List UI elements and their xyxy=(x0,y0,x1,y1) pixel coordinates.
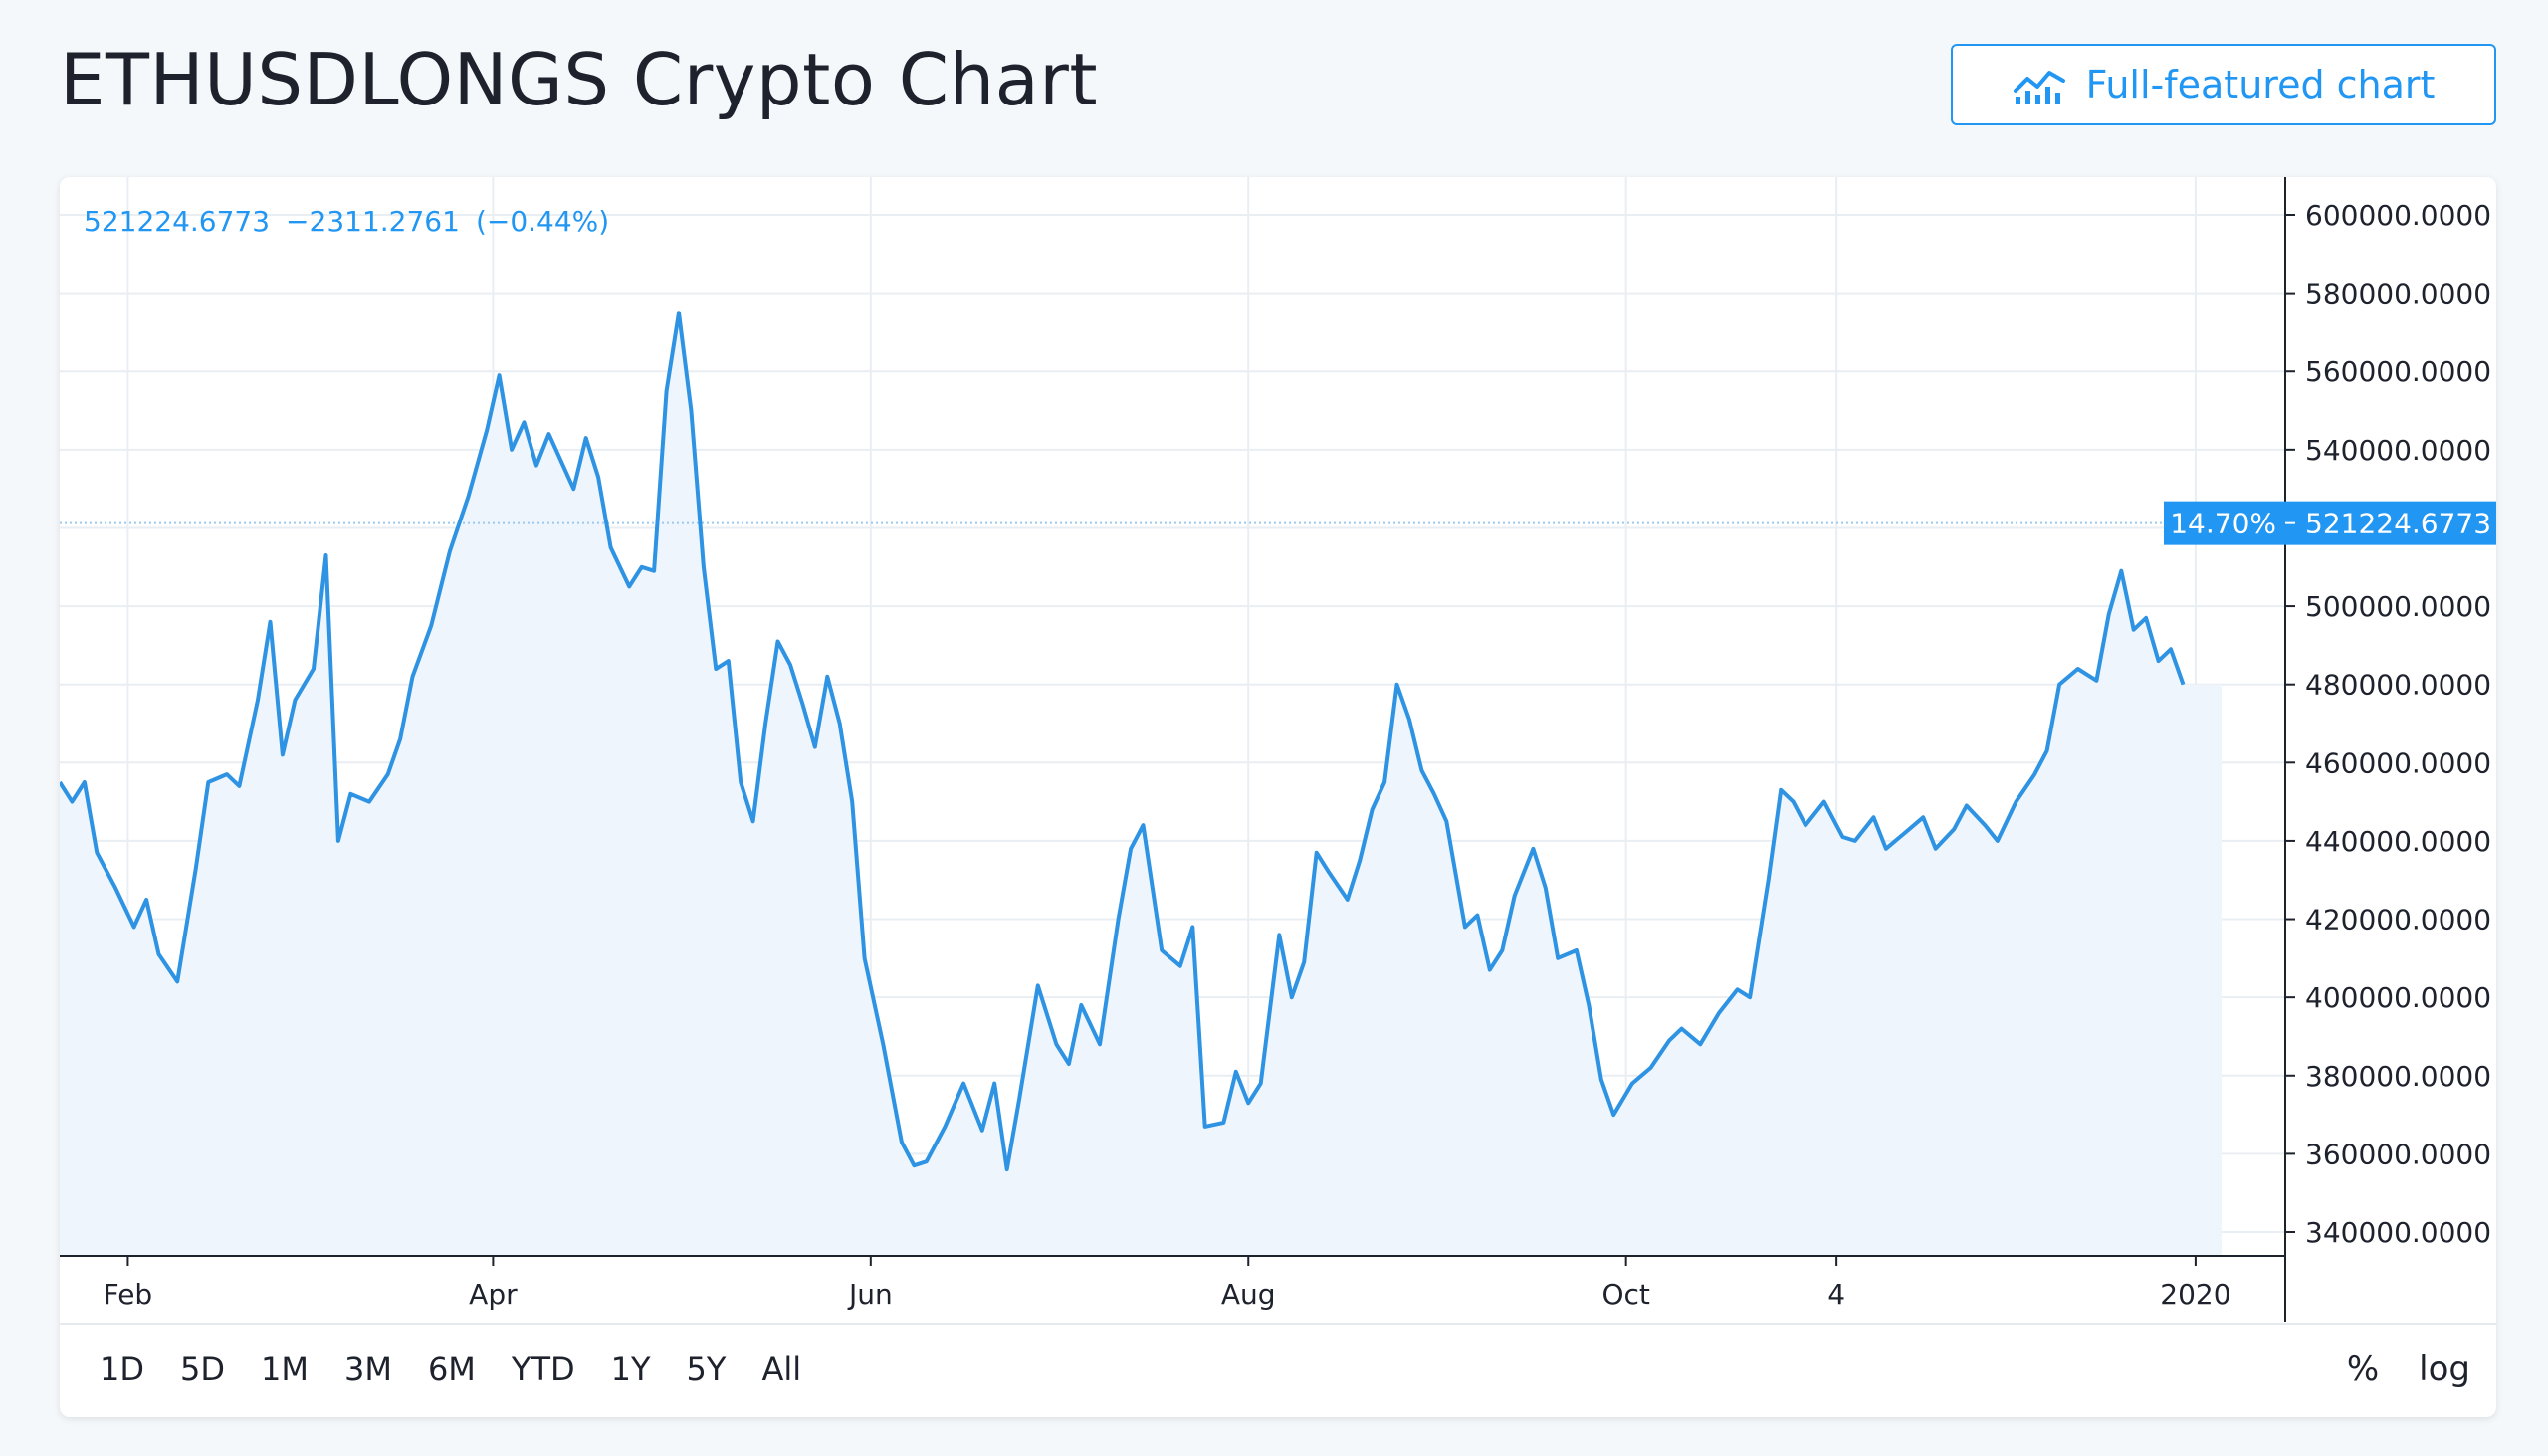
page-title: ETHUSDLONGS Crypto Chart xyxy=(60,38,1099,121)
x-tick-label: 4 xyxy=(1827,1278,1845,1311)
y-tick-label: 580000.0000 xyxy=(2305,278,2491,311)
x-tick-label: Aug xyxy=(1221,1278,1276,1311)
price-chart[interactable]: 600000.0000 580000.0000 560000.0000 540000.… xyxy=(60,177,2496,1326)
x-tick-label: Oct xyxy=(1601,1278,1649,1311)
legend-change-percent: (−0.44%) xyxy=(475,205,610,238)
range-button-all[interactable]: All xyxy=(761,1351,802,1388)
range-button-1d[interactable]: 1D xyxy=(100,1351,144,1388)
range-button-5d[interactable]: 5D xyxy=(180,1351,225,1388)
range-button-5y[interactable]: 5Y xyxy=(686,1351,727,1388)
y-tick-label: 540000.0000 xyxy=(2305,434,2491,467)
y-tick-label: 340000.0000 xyxy=(2305,1216,2491,1249)
y-tick-label: 440000.0000 xyxy=(2305,825,2491,858)
y-tick-label: 380000.0000 xyxy=(2305,1060,2491,1093)
range-button-3m[interactable]: 3M xyxy=(343,1351,392,1388)
y-tick-label: 600000.0000 xyxy=(2305,199,2491,232)
y-tick-label: 420000.0000 xyxy=(2305,904,2491,936)
log-scale-toggle[interactable]: log xyxy=(2419,1350,2470,1389)
price-tag-value: 521224.6773 xyxy=(2305,508,2491,540)
y-tick-label: 560000.0000 xyxy=(2305,355,2491,388)
x-tick-label: 2020 xyxy=(2160,1278,2230,1311)
price-tag-percent: 14.70% xyxy=(2170,508,2276,540)
y-tick-label: 460000.0000 xyxy=(2305,746,2491,779)
legend-last-value: 521224.6773 xyxy=(84,205,271,238)
price-legend: 521224.6773 −2311.2761 (−0.44%) xyxy=(84,205,609,238)
y-tick-label: 400000.0000 xyxy=(2305,981,2491,1014)
x-tick-label: Apr xyxy=(469,1278,518,1311)
x-tick-label: Feb xyxy=(104,1278,153,1311)
y-tick-label: 480000.0000 xyxy=(2305,669,2491,702)
chart-card: 600000.0000 580000.0000 560000.0000 540000.… xyxy=(60,177,2496,1417)
series-line xyxy=(60,311,2186,1172)
scale-toggles: % log xyxy=(2347,1326,2470,1413)
chart-icon xyxy=(2013,71,2065,104)
range-button-1m[interactable]: 1M xyxy=(261,1351,309,1388)
range-button-ytd[interactable]: YTD xyxy=(511,1351,575,1388)
full-featured-chart-button[interactable]: Full-featured chart xyxy=(1951,44,2496,125)
price-tag-box xyxy=(2164,501,2496,545)
full-featured-chart-label: Full-featured chart xyxy=(2085,63,2436,106)
y-tick-label: 360000.0000 xyxy=(2305,1138,2491,1170)
range-button-1y[interactable]: 1Y xyxy=(610,1351,651,1388)
y-tick-label: 500000.0000 xyxy=(2305,590,2491,623)
legend-change: −2311.2761 xyxy=(286,205,460,238)
percent-scale-toggle[interactable]: % xyxy=(2346,1350,2380,1389)
x-tick-label: Jun xyxy=(847,1278,893,1311)
series-area xyxy=(60,312,2222,1256)
range-button-6m[interactable]: 6M xyxy=(427,1351,476,1388)
time-range-toolbar: 1D 5D 1M 3M 6M YTD 1Y 5Y All % log xyxy=(60,1326,2496,1413)
